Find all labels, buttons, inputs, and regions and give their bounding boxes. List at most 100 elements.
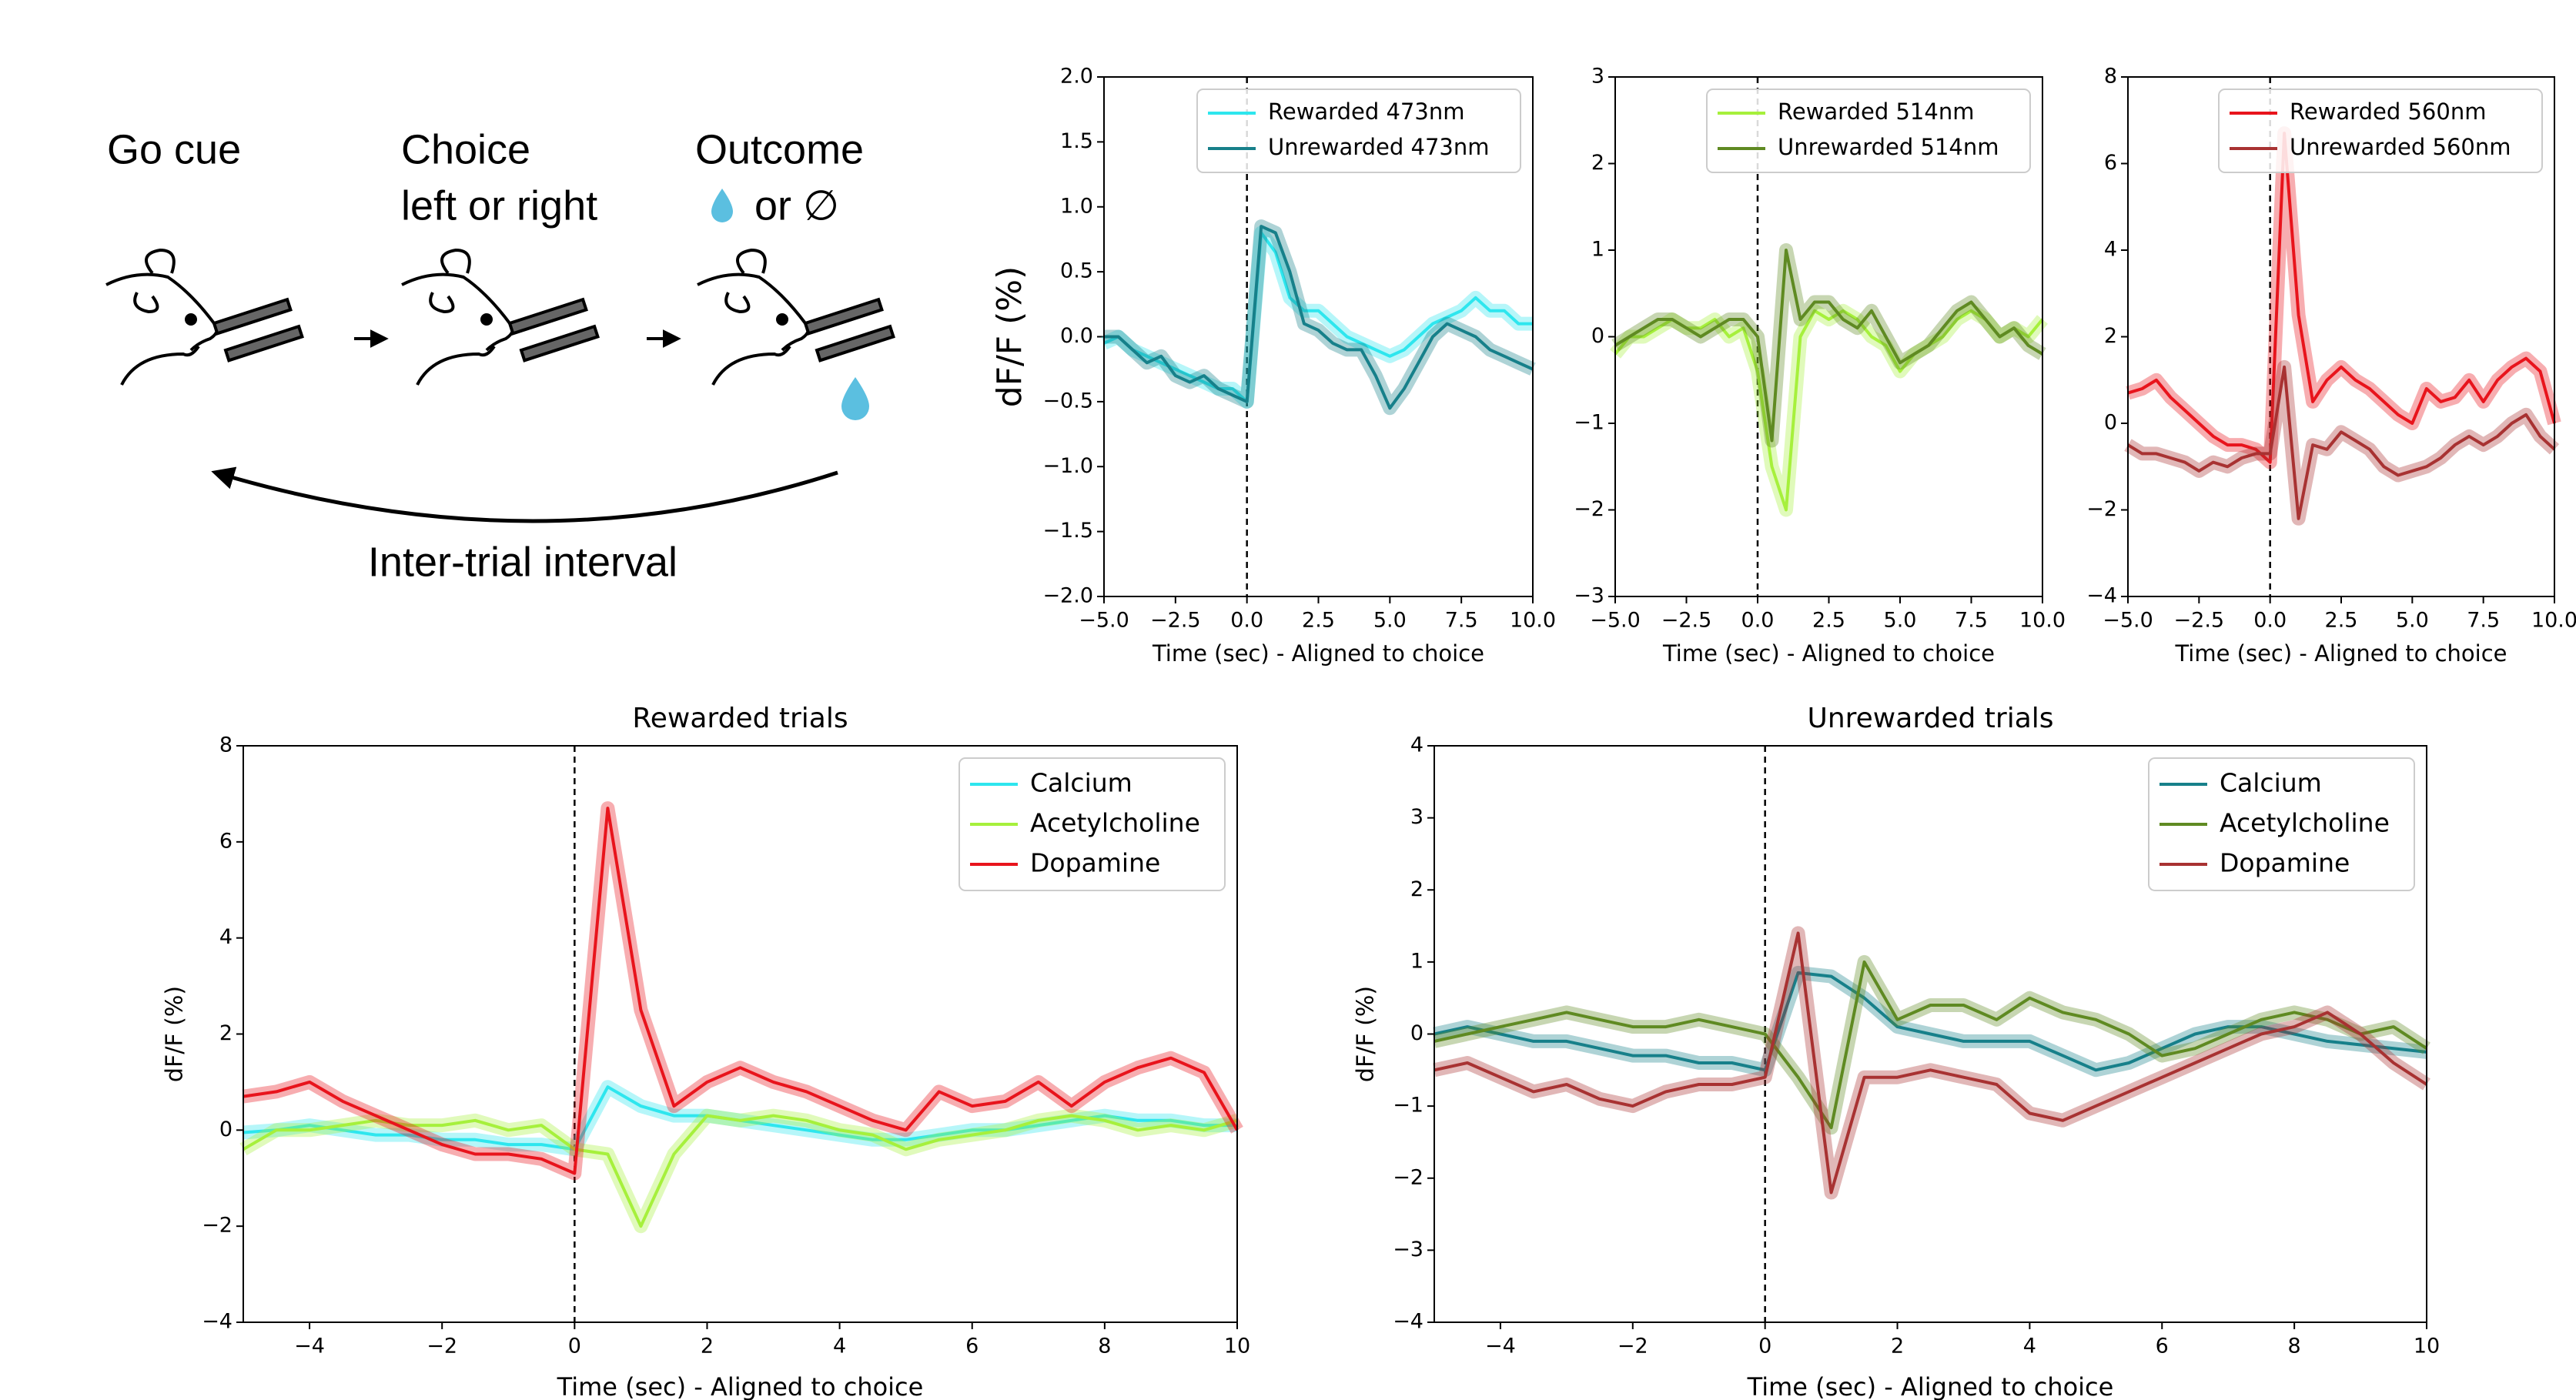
x-tick-label: −2	[1618, 1335, 1648, 1358]
y-tick-label: 0.5	[1060, 259, 1093, 283]
drop-icon	[711, 189, 733, 222]
axes-frame	[243, 745, 1238, 1323]
x-tick-label: −2.5	[1150, 609, 1201, 633]
series-line	[2126, 365, 2556, 520]
y-tick-label: 8	[219, 733, 233, 757]
series-band	[1610, 303, 2048, 517]
x-tick-label: 2	[1891, 1335, 1904, 1358]
y-tick-label: 2	[1410, 877, 1423, 901]
x-tick-label: 0	[1758, 1335, 1771, 1358]
legend-label: Rewarded 560nm	[2290, 99, 2486, 125]
x-tick-label: 10	[1224, 1335, 1250, 1358]
x-tick-label: 7.5	[1445, 609, 1478, 633]
y-tick-label: 3	[1591, 65, 1604, 89]
x-tick-label: 0	[568, 1335, 581, 1358]
mouse	[401, 248, 600, 386]
y-tick-label: 0	[1410, 1021, 1423, 1045]
spout	[223, 324, 304, 363]
y-tick-label: −1	[1574, 411, 1604, 435]
x-axis-label: Time (sec) - Aligned to choice	[557, 1372, 924, 1400]
y-tick-label: 3	[1410, 805, 1423, 829]
x-tick-label: 10.0	[1510, 609, 1556, 633]
spout	[803, 297, 884, 336]
x-tick-label: −2.5	[1661, 609, 1712, 633]
x-tick-label: −4	[294, 1335, 325, 1358]
y-tick-label: 6	[2104, 151, 2117, 175]
y-tick-label: 1.0	[1060, 194, 1093, 218]
y-tick-label: 2	[219, 1021, 233, 1045]
x-tick-label: −5.0	[2103, 609, 2153, 633]
return-arrow	[211, 466, 838, 523]
x-tick-label: 2.5	[2325, 609, 2358, 633]
x-tick-label: 10.0	[2019, 609, 2066, 633]
x-tick-label: 7.5	[1955, 609, 1988, 633]
y-tick-label: −1.0	[1042, 454, 1093, 478]
y-tick-label: 2	[1591, 151, 1604, 175]
x-tick-label: 4	[833, 1335, 846, 1358]
y-tick-label: 0	[219, 1118, 233, 1141]
diagram-label: Choice	[401, 126, 530, 172]
x-tick-label: 5.0	[1884, 609, 1917, 633]
chart: −4 −2 0 2 4 6 8 10 −4 −2 0 2 4 6 8 Rewarded trials Time …	[162, 703, 1251, 1400]
chart: −5.0 −2.5 0.0 2.5 5.0 7.5 10.0 −2.0 −1.5 −1.0 −0.5…	[990, 65, 1556, 667]
axes-frame	[1103, 76, 1534, 597]
mouse-outline	[697, 248, 810, 386]
legend-label: Acetylcholine	[2220, 808, 2390, 838]
x-tick-label: 0.0	[1230, 609, 1263, 633]
x-tick-label: −2.5	[2174, 609, 2225, 633]
x-tick-label: −4	[1485, 1335, 1516, 1358]
y-tick-label: −3	[1393, 1238, 1423, 1261]
y-tick-label: 0.0	[1060, 324, 1093, 348]
x-tick-label: 0.0	[2253, 609, 2287, 633]
y-tick-label: 0	[1591, 324, 1604, 348]
legend-frame	[1706, 89, 2031, 173]
series-line	[1614, 309, 2044, 512]
axes-frame	[1434, 745, 2427, 1323]
mouse-outline	[105, 248, 219, 386]
spout	[507, 297, 588, 336]
spout	[519, 324, 600, 363]
y-tick-label: −1.5	[1042, 519, 1093, 543]
legend-label: Unrewarded 473nm	[1268, 134, 1490, 160]
chart-title: Rewarded trials	[632, 703, 848, 734]
series-band	[2126, 126, 2561, 469]
water-drop	[841, 377, 869, 420]
diagram-label: left or right	[401, 182, 597, 229]
chart: −5.0 −2.5 0.0 2.5 5.0 7.5 10.0 −3 −2 −1 0 1 2 3 Time (…	[1574, 65, 2066, 667]
y-tick-label: 4	[2104, 238, 2117, 262]
series-band	[1611, 243, 2046, 448]
y-tick-label: 4	[219, 925, 233, 949]
y-tick-label: −2	[1393, 1165, 1423, 1189]
legend-label: Calcium	[1030, 768, 1132, 798]
legend-label: Dopamine	[1030, 848, 1160, 878]
series-line	[1103, 231, 1533, 403]
chart-title: Unrewarded trials	[1807, 703, 2053, 734]
series-line	[1434, 931, 2428, 1195]
y-tick-label: 0	[2104, 411, 2117, 435]
series-line	[242, 1114, 1238, 1228]
y-tick-label: −4	[202, 1310, 233, 1334]
legend-label: Rewarded 514nm	[1778, 99, 1974, 125]
x-tick-label: 0.0	[1741, 609, 1775, 633]
x-axis-label: Time (sec) - Aligned to choice	[2174, 640, 2507, 667]
y-tick-label: 2.0	[1060, 65, 1093, 89]
y-tick-label: 2	[2104, 324, 2117, 348]
x-tick-label: 2.5	[1812, 609, 1845, 633]
x-tick-label: −5.0	[1079, 609, 1129, 633]
y-tick-label: −3	[1574, 584, 1604, 608]
task-diagram: Go cue Choice left or right Outcome or ∅…	[105, 126, 895, 585]
series-line	[1434, 971, 2427, 1072]
mouse-outline	[401, 248, 514, 386]
axes-frame	[1614, 76, 2043, 597]
series-line	[1104, 225, 1534, 410]
legend-label: Unrewarded 514nm	[1778, 134, 1999, 160]
series-line	[1434, 960, 2428, 1130]
x-tick-label: 10.0	[2531, 609, 2576, 633]
y-axis-label: dF/F (%)	[990, 266, 1029, 408]
legend-frame	[958, 757, 1226, 891]
mouse	[105, 248, 304, 386]
x-tick-label: 5.0	[1373, 609, 1407, 633]
x-axis-label: Time (sec) - Aligned to choice	[1747, 1372, 2114, 1400]
y-tick-label: −2	[202, 1214, 233, 1238]
